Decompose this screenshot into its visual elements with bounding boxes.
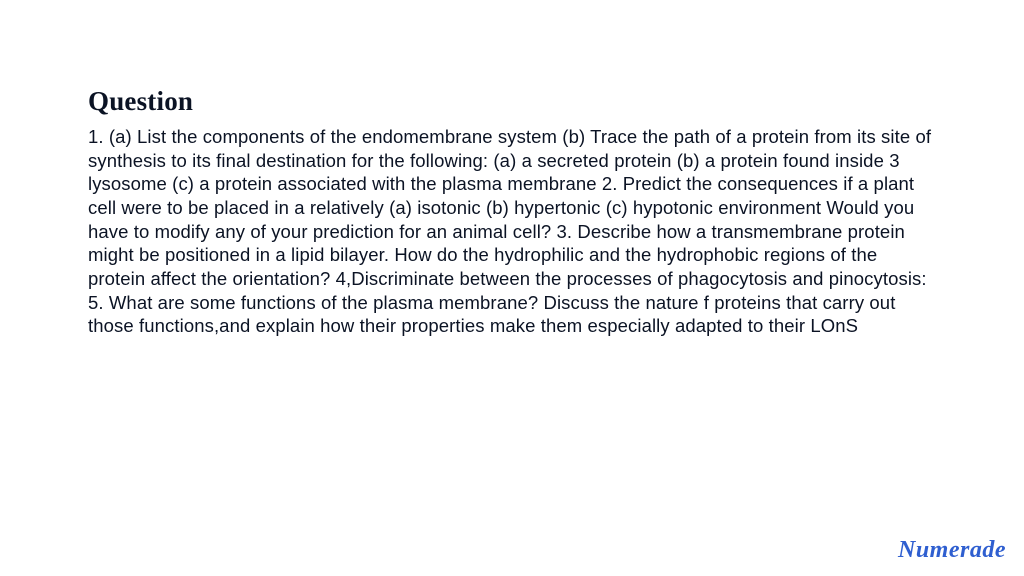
brand-watermark: Numerade: [898, 537, 1006, 564]
document-page: Question 1. (a) List the components of t…: [0, 0, 1024, 576]
question-body-text: 1. (a) List the components of the endome…: [88, 125, 936, 338]
question-heading: Question: [88, 86, 936, 117]
